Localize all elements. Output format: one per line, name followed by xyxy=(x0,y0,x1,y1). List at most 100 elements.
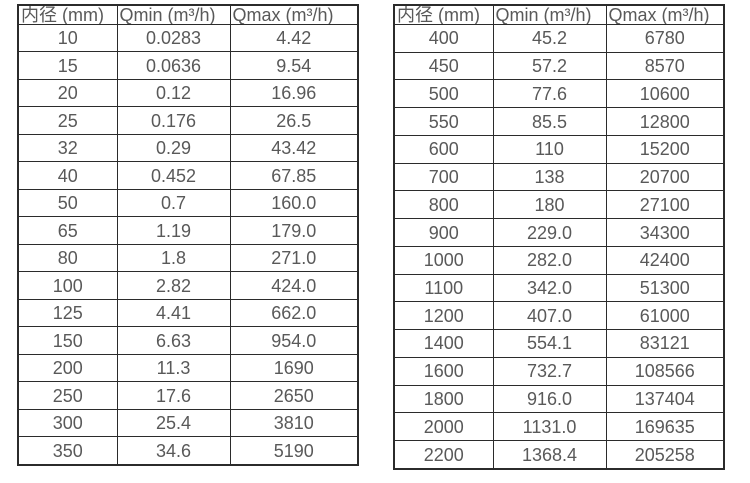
cell-diameter: 200 xyxy=(17,353,118,383)
table-row: 1400 554.1 83121 xyxy=(393,329,725,358)
table-row: 50 0.7 160.0 xyxy=(17,188,359,218)
cell-qmin: 0.452 xyxy=(116,161,231,190)
cell-diameter: 1200 xyxy=(393,301,494,331)
table-row: 32 0.29 43.42 xyxy=(17,133,359,163)
table-row: 2000 1131.0 169635 xyxy=(393,412,725,442)
table-row: 800 180 27100 xyxy=(393,190,725,220)
cell-qmin: 554.1 xyxy=(492,329,607,358)
cell-diameter: 600 xyxy=(393,134,494,164)
table-row: 250 17.6 2650 xyxy=(17,381,359,410)
cell-qmin: 180 xyxy=(492,190,607,220)
table-row: 15 0.0636 9.54 xyxy=(17,51,359,80)
cell-diameter: 1600 xyxy=(393,356,494,386)
cell-qmin: 0.176 xyxy=(116,106,231,135)
table-row: 100 2.82 424.0 xyxy=(17,271,359,300)
cell-qmax: 67.85 xyxy=(229,161,359,190)
table-row: 2200 1368.4 205258 xyxy=(393,440,725,470)
cell-qmax: 16.96 xyxy=(229,78,359,108)
cell-diameter: 700 xyxy=(393,162,494,192)
cell-diameter: 20 xyxy=(17,78,118,108)
cell-diameter: 50 xyxy=(17,188,118,218)
cell-qmin: 34.6 xyxy=(116,436,231,466)
table-row: 10 0.0283 4.42 xyxy=(17,23,359,53)
cell-qmax: 42400 xyxy=(605,245,725,275)
table-body: 400 45.2 6780 450 57.2 8570 500 77.6 10600 550 85.… xyxy=(393,24,725,470)
cell-qmax: 271.0 xyxy=(229,243,359,273)
cell-qmax: 1690 xyxy=(229,353,359,383)
column-header-qmin: Qmin (m³/h) xyxy=(492,4,607,25)
table-row: 600 110 15200 xyxy=(393,134,725,164)
cell-qmax: 34300 xyxy=(605,218,725,247)
table-row: 25 0.176 26.5 xyxy=(17,106,359,135)
cell-diameter: 25 xyxy=(17,106,118,135)
cell-diameter: 1400 xyxy=(393,329,494,358)
cell-qmin: 342.0 xyxy=(492,273,607,303)
table-row: 1100 342.0 51300 xyxy=(393,273,725,303)
cell-qmax: 3810 xyxy=(229,408,359,438)
cell-diameter: 32 xyxy=(17,133,118,163)
cell-qmin: 1.19 xyxy=(116,216,231,245)
header-row: 内径 (mm) Qmin (m³/h) Qmax (m³/h) xyxy=(393,4,725,25)
cell-qmax: 4.42 xyxy=(229,23,359,53)
flow-range-table-large-diameters: 内径 (mm) Qmin (m³/h) Qmax (m³/h) 400 45.2 6… xyxy=(393,4,725,470)
cell-diameter: 550 xyxy=(393,107,494,136)
table-body: 10 0.0283 4.42 15 0.0636 9.54 20 0.12 16.96 25 0.1… xyxy=(17,23,359,466)
table-row: 700 138 20700 xyxy=(393,162,725,192)
column-header-qmin: Qmin (m³/h) xyxy=(116,4,231,25)
table-row: 125 4.41 662.0 xyxy=(17,298,359,328)
cell-qmin: 138 xyxy=(492,162,607,192)
cell-diameter: 400 xyxy=(393,24,494,53)
cell-diameter: 150 xyxy=(17,326,118,355)
cell-qmin: 11.3 xyxy=(116,353,231,383)
cell-qmax: 26.5 xyxy=(229,106,359,135)
column-header-diameter: 内径 (mm) xyxy=(17,4,118,25)
cell-qmin: 282.0 xyxy=(492,245,607,275)
cell-qmax: 27100 xyxy=(605,190,725,220)
cell-qmax: 137404 xyxy=(605,384,725,414)
cell-qmin: 6.63 xyxy=(116,326,231,355)
cell-diameter: 125 xyxy=(17,298,118,328)
cell-qmin: 1368.4 xyxy=(492,440,607,470)
cell-qmax: 61000 xyxy=(605,301,725,331)
cell-qmax: 15200 xyxy=(605,134,725,164)
cell-qmax: 5190 xyxy=(229,436,359,466)
column-header-diameter: 内径 (mm) xyxy=(393,4,494,25)
cell-qmin: 0.0283 xyxy=(116,23,231,53)
cell-qmin: 17.6 xyxy=(116,381,231,410)
table-row: 450 57.2 8570 xyxy=(393,51,725,81)
column-header-qmax: Qmax (m³/h) xyxy=(605,4,725,25)
cell-qmin: 57.2 xyxy=(492,51,607,81)
table-row: 65 1.19 179.0 xyxy=(17,216,359,245)
cell-qmax: 108566 xyxy=(605,356,725,386)
cell-qmin: 77.6 xyxy=(492,79,607,109)
cell-diameter: 300 xyxy=(17,408,118,438)
cell-qmax: 6780 xyxy=(605,24,725,53)
cell-diameter: 500 xyxy=(393,79,494,109)
cell-qmax: 51300 xyxy=(605,273,725,303)
cell-qmax: 12800 xyxy=(605,107,725,136)
cell-qmin: 4.41 xyxy=(116,298,231,328)
cell-diameter: 40 xyxy=(17,161,118,190)
cell-qmin: 25.4 xyxy=(116,408,231,438)
cell-qmin: 1131.0 xyxy=(492,412,607,442)
cell-qmax: 179.0 xyxy=(229,216,359,245)
cell-diameter: 900 xyxy=(393,218,494,247)
cell-qmax: 954.0 xyxy=(229,326,359,355)
table-row: 500 77.6 10600 xyxy=(393,79,725,109)
cell-qmin: 85.5 xyxy=(492,107,607,136)
cell-qmin: 45.2 xyxy=(492,24,607,53)
cell-qmin: 0.29 xyxy=(116,133,231,163)
cell-diameter: 1000 xyxy=(393,245,494,275)
cell-diameter: 2200 xyxy=(393,440,494,470)
table-row: 1800 916.0 137404 xyxy=(393,384,725,414)
table-row: 200 11.3 1690 xyxy=(17,353,359,383)
table-row: 80 1.8 271.0 xyxy=(17,243,359,273)
cell-qmin: 0.0636 xyxy=(116,51,231,80)
cell-qmin: 110 xyxy=(492,134,607,164)
table-row: 1000 282.0 42400 xyxy=(393,245,725,275)
table-row: 300 25.4 3810 xyxy=(17,408,359,438)
flow-range-table-small-diameters: 内径 (mm) Qmin (m³/h) Qmax (m³/h) 10 0.0283… xyxy=(17,4,359,466)
table-row: 1600 732.7 108566 xyxy=(393,356,725,386)
cell-qmax: 83121 xyxy=(605,329,725,358)
